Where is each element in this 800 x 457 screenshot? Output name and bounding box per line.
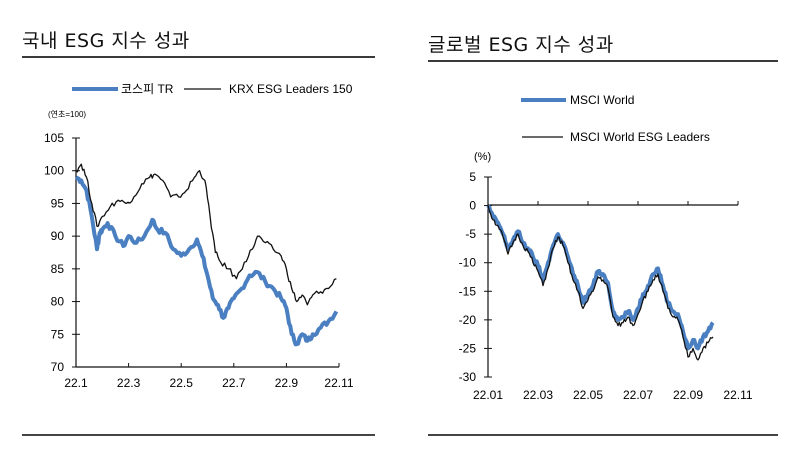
legend-label-krx: KRX ESG Leaders 150 bbox=[229, 82, 353, 96]
series-line bbox=[487, 205, 714, 361]
legend-label-msci-esg: MSCI World ESG Leaders bbox=[570, 130, 710, 144]
x-tick-label: 22.11 bbox=[723, 388, 752, 402]
y-tick-label: 80 bbox=[51, 295, 65, 309]
legend-label-kospi: 코스피 TR bbox=[121, 82, 174, 96]
series-line bbox=[75, 163, 337, 306]
x-tick-label: 22.3 bbox=[117, 376, 141, 390]
x-tick-label: 22.05 bbox=[573, 388, 603, 402]
left-unit-label: (연초=100) bbox=[48, 110, 86, 119]
right-chart-axes: 5 0 -5 -10 -15 -20 -25 -30 22.01 22.03 22.05 22.07 2… bbox=[459, 170, 753, 402]
legend-label-msci: MSCI World bbox=[570, 93, 634, 107]
series-line bbox=[74, 175, 339, 347]
y-tick-label: 0 bbox=[469, 199, 476, 213]
x-tick-label: 22.11 bbox=[324, 376, 353, 390]
right-chart-series bbox=[486, 204, 715, 361]
y-tick-label: 5 bbox=[469, 170, 476, 184]
y-tick-label: -10 bbox=[459, 256, 477, 270]
x-tick-label: 22.01 bbox=[473, 388, 503, 402]
x-tick-label: 22.07 bbox=[623, 388, 653, 402]
y-tick-label: -20 bbox=[459, 313, 477, 327]
left-bottom-rule bbox=[22, 434, 375, 436]
y-tick-label: -25 bbox=[459, 341, 477, 355]
x-tick-label: 22.9 bbox=[275, 376, 299, 390]
y-tick-label: 90 bbox=[51, 229, 65, 243]
x-tick-label: 22.09 bbox=[673, 388, 703, 402]
right-legend: MSCI World MSCI World ESG Leaders bbox=[521, 93, 710, 144]
left-chart-series bbox=[74, 163, 339, 347]
y-tick-label: 95 bbox=[51, 196, 65, 210]
y-tick-label: -15 bbox=[459, 284, 477, 298]
y-tick-label: 100 bbox=[44, 164, 64, 178]
y-tick-label: -5 bbox=[465, 227, 476, 241]
y-tick-label: 85 bbox=[51, 262, 65, 276]
y-tick-label: -30 bbox=[459, 370, 477, 384]
left-title-rule bbox=[22, 56, 375, 58]
right-chart-title: 글로벌 ESG 지수 성과 bbox=[428, 34, 614, 56]
x-tick-label: 22.1 bbox=[64, 376, 88, 390]
left-legend: 코스피 TR KRX ESG Leaders 150 bbox=[72, 82, 353, 96]
right-bottom-rule bbox=[428, 434, 778, 436]
right-unit-label: (%) bbox=[474, 151, 491, 163]
y-tick-label: 105 bbox=[44, 131, 64, 145]
series-line bbox=[486, 204, 715, 351]
y-tick-label: 75 bbox=[51, 327, 65, 341]
y-tick-label: 70 bbox=[51, 360, 65, 374]
right-title-rule bbox=[428, 60, 778, 62]
left-chart-title: 국내 ESG 지수 성과 bbox=[22, 30, 190, 52]
x-tick-label: 22.5 bbox=[170, 376, 194, 390]
left-chart-axes: 105 100 95 90 85 80 75 70 22.1 22.3 22.5 22.7 22.9 22… bbox=[44, 131, 354, 390]
x-tick-label: 22.03 bbox=[523, 388, 553, 402]
x-tick-label: 22.7 bbox=[222, 376, 246, 390]
